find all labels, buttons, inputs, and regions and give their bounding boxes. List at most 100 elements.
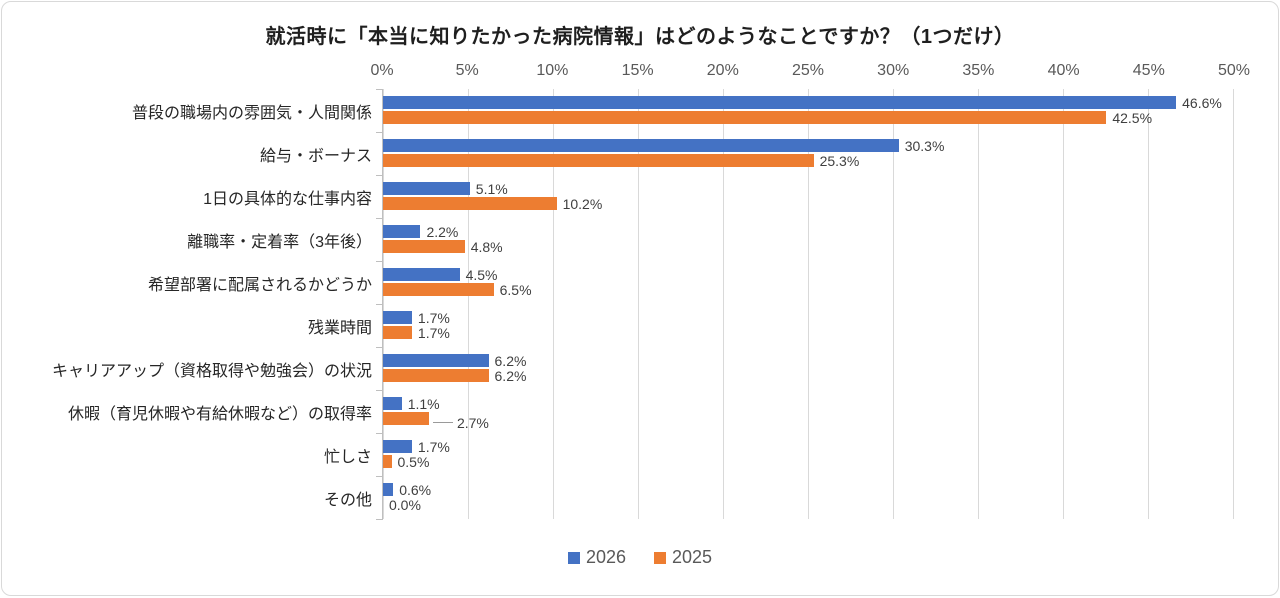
bar-line: 6.2%: [383, 367, 1234, 384]
x-tick-label: 0%: [370, 62, 394, 79]
category-tick: [376, 476, 383, 477]
value-label: 25.3%: [819, 152, 860, 169]
bar-2025: [383, 240, 465, 253]
bar-line: 1.7%: [383, 324, 1234, 341]
value-label: 10.2%: [562, 195, 603, 212]
bar-rows: 46.6% 42.5% 30.3% 25.3% 5.1% 10.2% 2.2% 4.8% 4.5…: [383, 89, 1234, 519]
bar-2026: [383, 96, 1177, 109]
category-label: その他: [323, 491, 372, 509]
chart-row: 6.2% 6.2%: [383, 347, 1234, 390]
bar-line: 5.1%: [383, 180, 1234, 197]
category-tick: [376, 218, 383, 219]
bar-2025: [383, 283, 494, 296]
bar-2025: [383, 369, 489, 382]
bar-line: 0.5%: [383, 453, 1234, 470]
value-label: 1.1%: [407, 395, 440, 412]
value-label: 42.5%: [1112, 109, 1153, 126]
category-tick: [376, 304, 383, 305]
value-label: 4.8%: [470, 238, 503, 255]
category-label: 休暇（育児休暇や有給休暇など）の取得率: [67, 405, 372, 423]
bar-line: 1.7%: [383, 309, 1234, 326]
bar-2025: [383, 111, 1107, 124]
category-label: キャリアアップ（資格取得や勉強会）の状況: [51, 362, 372, 380]
category-tick: [376, 433, 383, 434]
category-label: 希望部署に配属されるかどうか: [147, 276, 372, 294]
bar-2025: [383, 455, 392, 468]
bar-line: 2.2%: [383, 223, 1234, 240]
bar-line: 42.5%: [383, 109, 1234, 126]
category-label: 1日の具体的な仕事内容: [203, 190, 372, 208]
value-label: 4.5%: [465, 266, 498, 283]
value-label: 1.7%: [417, 309, 450, 326]
bar-2026: [383, 483, 394, 496]
value-label: 2.7%: [433, 414, 489, 431]
x-tick-label: 10%: [536, 62, 569, 79]
chart-row: 1.1% 2.7%: [383, 390, 1234, 433]
category-tick: [376, 89, 383, 90]
bar-2026: [383, 311, 412, 324]
plot-area: 46.6% 42.5% 30.3% 25.3% 5.1% 10.2% 2.2% 4.8% 4.5…: [376, 89, 1234, 520]
bar-line: 46.6%: [383, 94, 1234, 111]
value-label: 0.6%: [399, 481, 432, 498]
category-label: 離職率・定着率（3年後）: [187, 233, 372, 251]
bar-2025: [383, 154, 814, 167]
category-tick: [376, 261, 383, 262]
value-label: 1.7%: [417, 324, 450, 341]
bar-2026: [383, 182, 470, 195]
value-label: 30.3%: [904, 137, 945, 154]
category-label: 残業時間: [307, 319, 372, 337]
bar-2025: [383, 197, 557, 210]
category-tick: [376, 132, 383, 133]
chart-row: 1.7% 0.5%: [383, 433, 1234, 476]
bar-2026: [383, 268, 460, 281]
bar-line: 0.0%: [383, 496, 1234, 513]
value-label: 6.2%: [494, 367, 527, 384]
x-tick-label: 45%: [1132, 62, 1165, 79]
legend-item-2025: 2025: [654, 547, 712, 568]
bar-2026: [383, 354, 489, 367]
x-tick-label: 15%: [621, 62, 654, 79]
chart-row: 1.7% 1.7%: [383, 304, 1234, 347]
bar-line: 1.7%: [383, 438, 1234, 455]
chart-row: 0.6% 0.0%: [383, 476, 1234, 519]
bar-line: 0.6%: [383, 481, 1234, 498]
value-label: 5.1%: [475, 180, 508, 197]
x-tick-label: 25%: [791, 62, 825, 79]
bar-2026: [383, 139, 899, 152]
chart-region: 0% 5% 10% 15% 20% 25% 30% 35% 40% 45% 50% 普段の職場内の雰…: [2, 59, 1278, 520]
bar-2026: [383, 225, 421, 238]
value-label: 46.6%: [1182, 94, 1222, 111]
legend-swatch: [654, 551, 666, 564]
x-axis: 0% 5% 10% 15% 20% 25% 30% 35% 40% 45% 50%: [370, 59, 1250, 89]
bar-line: 2.7%: [383, 412, 1234, 430]
chart-row: 46.6% 42.5%: [383, 89, 1234, 132]
category-label: 給与・ボーナス: [259, 147, 372, 165]
category-label: 普段の職場内の雰囲気・人間関係: [131, 104, 372, 122]
x-tick-label: 30%: [877, 62, 910, 79]
bar-line: 6.2%: [383, 354, 1234, 368]
legend: 2026 2025: [2, 547, 1278, 568]
category-axis: 普段の職場内の雰囲気・人間関係給与・ボーナス 1日の具体的な仕事内容離職率・定着率…: [2, 89, 382, 519]
bar-line: 1.1%: [383, 395, 1234, 412]
category-tick: [376, 347, 383, 348]
chart-row: 30.3% 25.3%: [383, 132, 1234, 175]
bar-line: 6.5%: [383, 281, 1234, 298]
x-tick-label: 5%: [455, 62, 479, 79]
chart-title: 就活時に「本当に知りたかった病院情報」はどのようなことですか？（1つだけ）: [265, 26, 1015, 48]
bar-2025: [383, 412, 429, 425]
value-label: 0.5%: [397, 453, 430, 470]
legend-swatch: [567, 551, 580, 564]
value-label: 0.0%: [389, 496, 421, 513]
value-label: 2.2%: [426, 223, 459, 240]
bar-line: 4.8%: [383, 238, 1234, 255]
category-tick: [376, 519, 383, 520]
bar-2026: [383, 440, 412, 453]
legend-label: 2026: [585, 547, 626, 567]
value-label: 6.5%: [499, 281, 532, 298]
value-label: 1.7%: [417, 438, 450, 455]
x-tick-label: 40%: [1047, 62, 1080, 79]
bar-line: 4.5%: [383, 266, 1234, 283]
legend-label: 2025: [672, 547, 713, 567]
chart-row: 2.2% 4.8%: [383, 218, 1234, 261]
legend-item-2026: 2026: [567, 547, 626, 568]
